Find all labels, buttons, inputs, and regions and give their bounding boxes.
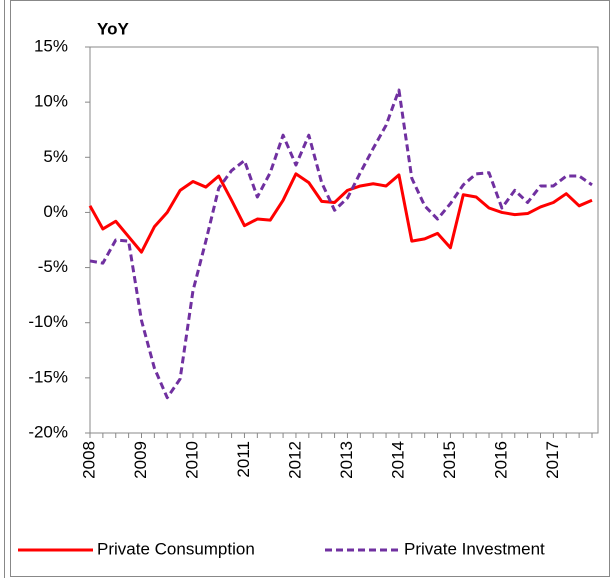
frame	[10, 0, 610, 577]
series-line	[89, 88, 593, 400]
y-tick-label: -20%	[28, 422, 68, 441]
x-tick-label: 2009	[131, 441, 150, 479]
plot-area	[89, 46, 599, 434]
chart-title: YoY	[97, 19, 129, 38]
y-tick-label: 15%	[34, 36, 68, 55]
x-tick-label: 2014	[388, 441, 407, 479]
y-tick-label: -5%	[38, 257, 68, 276]
y-tick-label: 5%	[43, 147, 68, 166]
x-tick-label: 2012	[285, 441, 304, 479]
x-tick-label: 2015	[440, 441, 459, 479]
y-tick-label: -10%	[28, 312, 68, 331]
x-tick-label: 2017	[543, 441, 562, 479]
legend-label: Private Investment	[404, 539, 545, 558]
y-tick-label: 0%	[43, 202, 68, 221]
x-tick-label: 2016	[491, 441, 510, 479]
legend-label: Private Consumption	[97, 539, 255, 558]
x-tick-label: 2010	[182, 441, 201, 479]
y-tick-label: 10%	[34, 92, 68, 111]
series-line	[88, 172, 593, 254]
y-tick-label: -15%	[28, 367, 68, 386]
x-tick-label: 2011	[234, 441, 253, 478]
x-tick-label: 2008	[79, 441, 98, 479]
x-tick-label: 2013	[337, 441, 356, 479]
